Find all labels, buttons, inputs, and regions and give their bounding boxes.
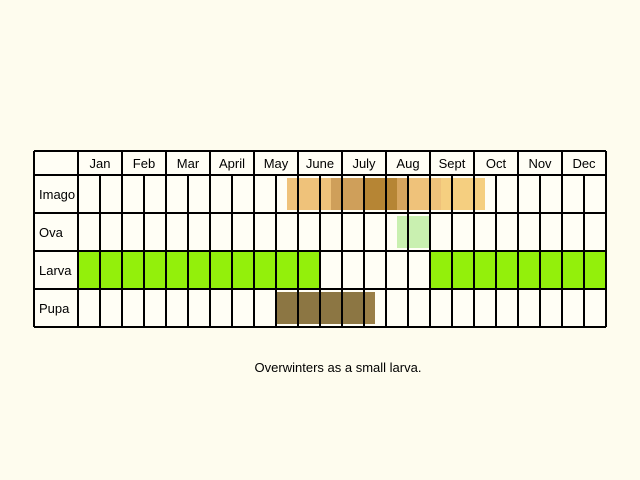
stage-label-imago: Imago (39, 187, 75, 202)
stage-fill-ova-0 (397, 216, 430, 248)
stage-fill-pupa-1 (364, 292, 375, 324)
footnote: Overwinters as a small larva. (254, 360, 422, 375)
month-label-july: July (352, 156, 376, 171)
stage-fill-imago-5 (441, 178, 485, 210)
stage-fill-imago-0 (287, 178, 331, 210)
stage-fill-imago-2 (364, 178, 397, 210)
month-label-nov: Nov (528, 156, 552, 171)
month-label-may: May (264, 156, 289, 171)
month-label-june: June (306, 156, 334, 171)
month-label-april: April (219, 156, 245, 171)
month-label-dec: Dec (572, 156, 596, 171)
month-label-mar: Mar (177, 156, 200, 171)
month-label-oct: Oct (486, 156, 507, 171)
month-label-jan: Jan (90, 156, 111, 171)
stage-fill-larva-0 (78, 251, 320, 289)
grid-lines (33, 150, 607, 328)
stage-label-larva: Larva (39, 263, 72, 278)
stage-label-ova: Ova (39, 225, 64, 240)
stage-fill-imago-1 (331, 178, 364, 210)
stage-fill-imago-4 (408, 178, 441, 210)
month-label-feb: Feb (133, 156, 155, 171)
chart-labels: Jan Feb Mar April May June July Aug Sept Oct Nov De… (39, 156, 596, 316)
stage-fill-imago-3 (397, 178, 408, 210)
month-label-sept: Sept (439, 156, 466, 171)
month-label-aug: Aug (396, 156, 419, 171)
stage-label-pupa: Pupa (39, 301, 70, 316)
